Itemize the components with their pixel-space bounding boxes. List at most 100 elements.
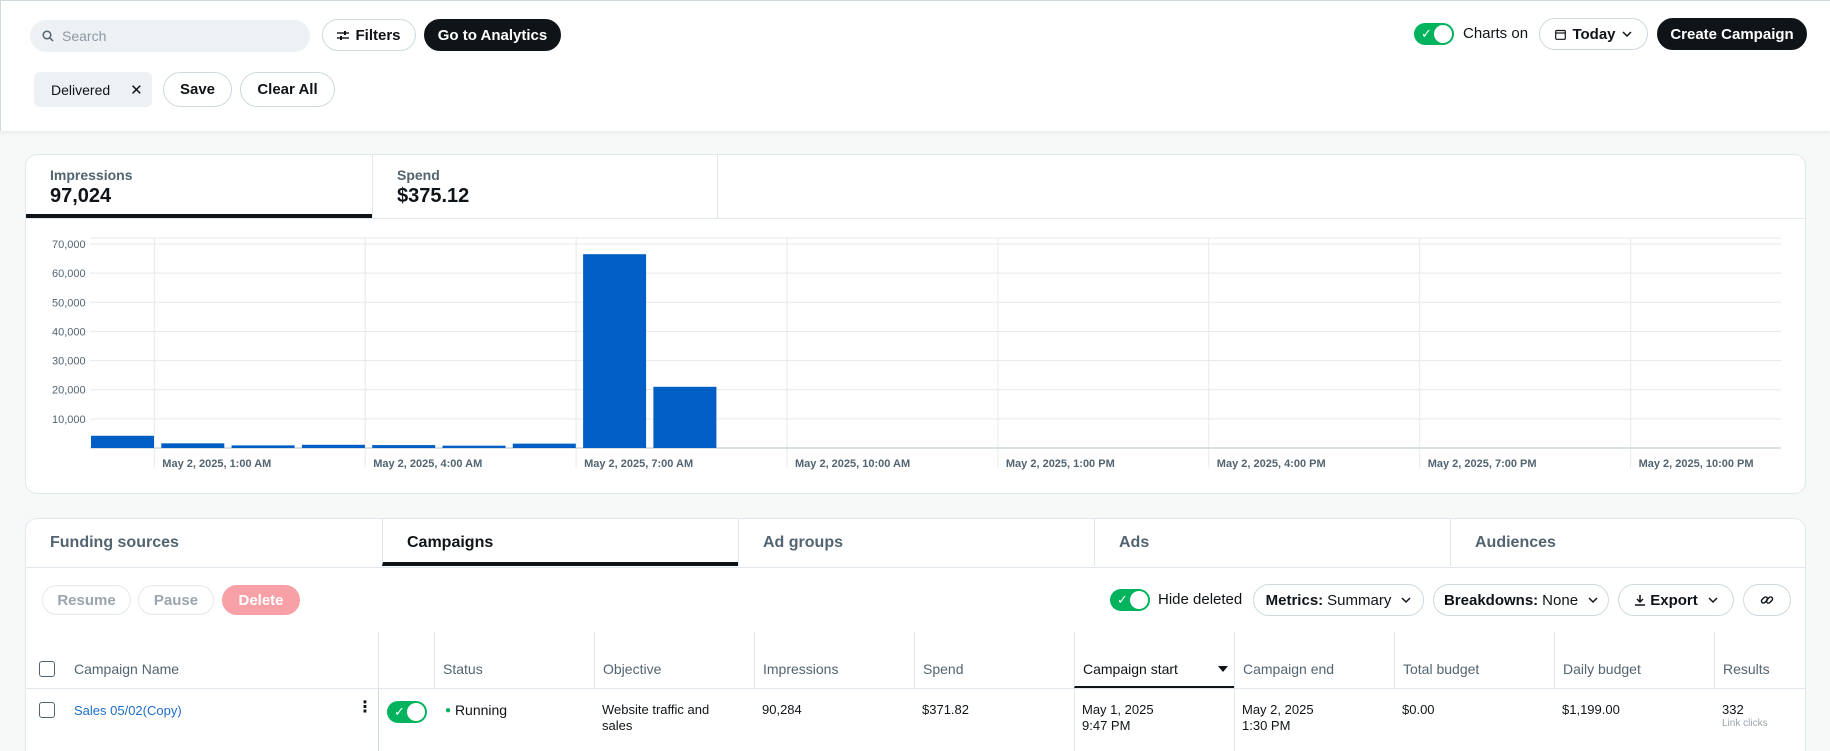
sliders-icon — [337, 30, 350, 40]
total-budget-cell: $0.00 — [1402, 702, 1435, 717]
campaign-active-toggle[interactable]: ✓ — [387, 701, 427, 723]
y-tick-label: 70,000 — [52, 239, 86, 251]
metric-value: $375.12 — [397, 185, 470, 207]
x-tick-label: May 2, 2025, 7:00 PM — [1428, 458, 1537, 470]
chevron-down-icon — [1401, 596, 1411, 603]
breakdowns-dropdown[interactable]: Breakdowns: None — [1433, 584, 1609, 616]
column-results[interactable]: Results — [1714, 632, 1805, 688]
column-objective[interactable]: Objective — [594, 632, 754, 688]
y-tick-label: 60,000 — [52, 268, 86, 280]
hide-deleted-toggle[interactable]: ✓ — [1110, 589, 1150, 611]
metrics-dropdown[interactable]: Metrics: Summary — [1253, 584, 1424, 616]
go-to-analytics-button[interactable]: Go to Analytics — [424, 19, 561, 51]
column-impressions[interactable]: Impressions — [754, 632, 914, 688]
objective-line: sales — [602, 718, 633, 733]
bar — [512, 443, 576, 448]
status-text: Running — [454, 702, 508, 718]
select-all-checkbox[interactable] — [39, 661, 55, 677]
filters-button[interactable]: Filters — [322, 19, 416, 51]
close-icon[interactable]: ✕ — [130, 81, 143, 99]
x-tick-label: May 2, 2025, 10:00 PM — [1639, 458, 1754, 470]
objective-cell: Website traffic and sales — [602, 702, 709, 734]
tab-ad-groups[interactable]: Ad groups — [738, 519, 1094, 566]
column-daily-budget[interactable]: Daily budget — [1554, 632, 1714, 688]
header-label: Status — [443, 661, 483, 677]
x-tick-label: May 2, 2025, 1:00 PM — [1006, 458, 1115, 470]
breakdowns-value: None — [1542, 591, 1579, 609]
check-icon: ✓ — [394, 704, 405, 719]
search-icon — [42, 30, 54, 42]
campaign-name-link[interactable]: Sales 05/02(Copy) — [74, 703, 182, 718]
results-cell: 332 Link clicks — [1722, 702, 1768, 730]
tab-funding-sources[interactable]: Funding sources — [26, 519, 382, 566]
search-input[interactable] — [62, 28, 282, 44]
more-options-icon[interactable]: ⋮ — [357, 699, 373, 716]
filter-chip-delivered[interactable]: Delivered ✕ — [34, 72, 152, 107]
chevron-down-icon — [1622, 30, 1632, 37]
campaign-start-cell: May 1, 2025 9:47 PM — [1082, 702, 1154, 734]
header-label: Campaign start — [1083, 661, 1178, 677]
check-icon: ✓ — [1421, 26, 1432, 41]
column-campaign-end[interactable]: Campaign end — [1234, 632, 1394, 688]
y-tick-label: 50,000 — [52, 297, 86, 309]
spend-cell: $371.82 — [922, 702, 969, 717]
y-tick-label: 10,000 — [52, 414, 86, 426]
metrics-value: Summary — [1327, 591, 1392, 609]
daily-budget-cell: $1,199.00 — [1562, 702, 1620, 717]
column-status[interactable]: Status — [434, 632, 594, 688]
date-range-dropdown[interactable]: Today — [1539, 18, 1648, 50]
bar — [583, 254, 647, 448]
column-toggle — [378, 632, 434, 688]
delete-label: Delete — [238, 591, 284, 609]
column-spend[interactable]: Spend — [914, 632, 1074, 688]
chevron-down-icon — [1708, 596, 1718, 603]
header-label: Spend — [923, 661, 964, 677]
header-label: Total budget — [1403, 661, 1480, 677]
column-total-budget[interactable]: Total budget — [1394, 632, 1554, 688]
clear-all-button[interactable]: Clear All — [240, 72, 335, 107]
tab-audiences[interactable]: Audiences — [1450, 519, 1805, 566]
metric-value: 97,024 — [50, 185, 112, 207]
clear-all-label: Clear All — [257, 81, 318, 98]
download-icon — [1635, 595, 1646, 606]
chart-panel: Impressions 97,024 Spend $375.12 10,000 2… — [25, 154, 1806, 494]
impressions-chart: 10,000 20,000 30,000 40,000 50,000 60,000 70,0… — [52, 237, 1781, 470]
tab-campaigns[interactable]: Campaigns — [382, 519, 738, 566]
impressions-cell: 90,284 — [762, 702, 802, 717]
header-label: Daily budget — [1563, 661, 1641, 677]
link-icon — [1760, 596, 1774, 604]
results-value: 332 — [1722, 702, 1744, 717]
tab-label: Funding sources — [50, 534, 179, 551]
bar — [653, 386, 717, 448]
row-checkbox[interactable] — [39, 702, 55, 718]
column-campaign-start[interactable]: Campaign start — [1074, 632, 1234, 688]
copy-link-button[interactable] — [1743, 584, 1791, 616]
resume-button[interactable]: Resume — [42, 585, 131, 615]
tab-ads[interactable]: Ads — [1094, 519, 1450, 566]
bar — [372, 445, 436, 448]
status-cell: ● Running — [445, 702, 507, 719]
charts-toggle[interactable]: ✓ — [1414, 23, 1454, 45]
export-dropdown[interactable]: Export — [1618, 584, 1734, 616]
export-label: Export — [1650, 591, 1698, 609]
bar — [161, 443, 225, 448]
campaigns-table: Campaign Name Status Objective Impressio… — [26, 632, 1805, 751]
metric-label: Spend — [397, 167, 440, 183]
hide-deleted-label: Hide deleted — [1158, 591, 1243, 608]
breakdowns-key: Breakdowns: — [1443, 591, 1539, 609]
status-dot-icon: ● — [445, 705, 452, 716]
column-campaign-name[interactable]: Campaign Name — [66, 632, 403, 688]
y-tick-label: 20,000 — [52, 385, 86, 397]
metric-impressions[interactable]: Impressions 97,024 — [26, 155, 372, 218]
end-time: 1:30 PM — [1242, 718, 1291, 733]
save-button[interactable]: Save — [163, 72, 232, 107]
bar — [231, 445, 295, 448]
check-icon: ✓ — [1117, 592, 1128, 607]
create-campaign-button[interactable]: Create Campaign — [1657, 18, 1807, 50]
delete-button[interactable]: Delete — [222, 585, 300, 615]
search-box[interactable] — [30, 20, 310, 52]
header-label: Campaign Name — [74, 661, 180, 677]
pause-button[interactable]: Pause — [138, 585, 214, 615]
table-row[interactable]: Sales 05/02(Copy) ⋮ ✓ ● Running Website … — [26, 689, 1805, 751]
metric-spend[interactable]: Spend $375.12 — [372, 155, 718, 218]
